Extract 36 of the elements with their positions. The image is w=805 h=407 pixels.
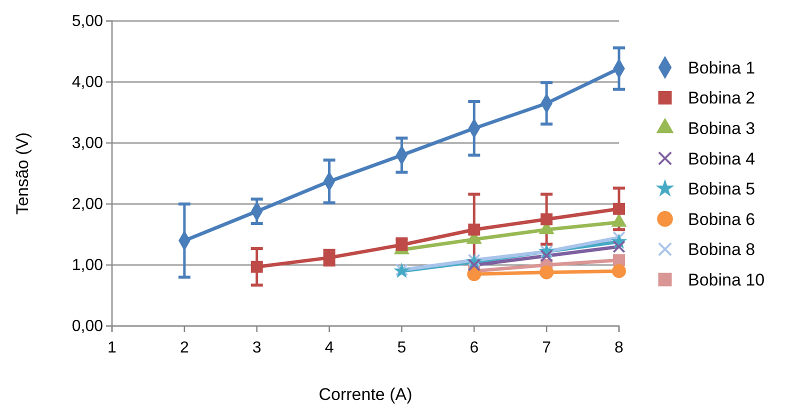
point bbox=[468, 224, 480, 236]
point bbox=[540, 249, 553, 262]
x-tick-label: 8 bbox=[614, 340, 624, 357]
legend-label: Bobina 8 bbox=[688, 240, 756, 260]
point bbox=[540, 213, 553, 226]
point bbox=[613, 202, 625, 215]
point bbox=[613, 254, 625, 266]
legend-label: Bobina 6 bbox=[688, 210, 756, 229]
legend-label: Bobina 2 bbox=[688, 88, 756, 108]
y-axis-title: Tensão (V) bbox=[13, 132, 32, 215]
legend-label: Bobina 4 bbox=[688, 149, 756, 168]
legend-label: Bobina 10 bbox=[688, 270, 765, 290]
legend-label: Bobina 1 bbox=[688, 58, 756, 78]
y-tick-label: 2,00 bbox=[72, 196, 104, 214]
x-tick-label: 7 bbox=[542, 340, 552, 357]
y-tick-label: 1,00 bbox=[72, 257, 104, 274]
point bbox=[250, 260, 263, 273]
point bbox=[612, 264, 626, 278]
x-tick-label: 4 bbox=[324, 340, 334, 357]
y-tick-label: 0,00 bbox=[72, 318, 104, 336]
x-tick-label: 5 bbox=[397, 340, 406, 357]
point bbox=[467, 267, 482, 282]
x-tick-label: 6 bbox=[470, 340, 479, 357]
y-tick-label: 5,00 bbox=[72, 13, 104, 30]
legend-label: Bobina 5 bbox=[688, 180, 756, 199]
y-tick-label: 3,00 bbox=[72, 135, 104, 152]
x-tick-label: 2 bbox=[180, 340, 189, 357]
point bbox=[323, 252, 336, 264]
point bbox=[468, 258, 481, 272]
x-tick-label: 3 bbox=[252, 340, 262, 357]
point bbox=[540, 265, 554, 280]
legend-label: Bobina 3 bbox=[688, 119, 756, 138]
x-tick-label: 1 bbox=[108, 340, 117, 357]
y-tick-label: 4,00 bbox=[72, 74, 104, 92]
x-axis-title: Corrente (A) bbox=[318, 385, 412, 404]
point bbox=[612, 240, 626, 254]
